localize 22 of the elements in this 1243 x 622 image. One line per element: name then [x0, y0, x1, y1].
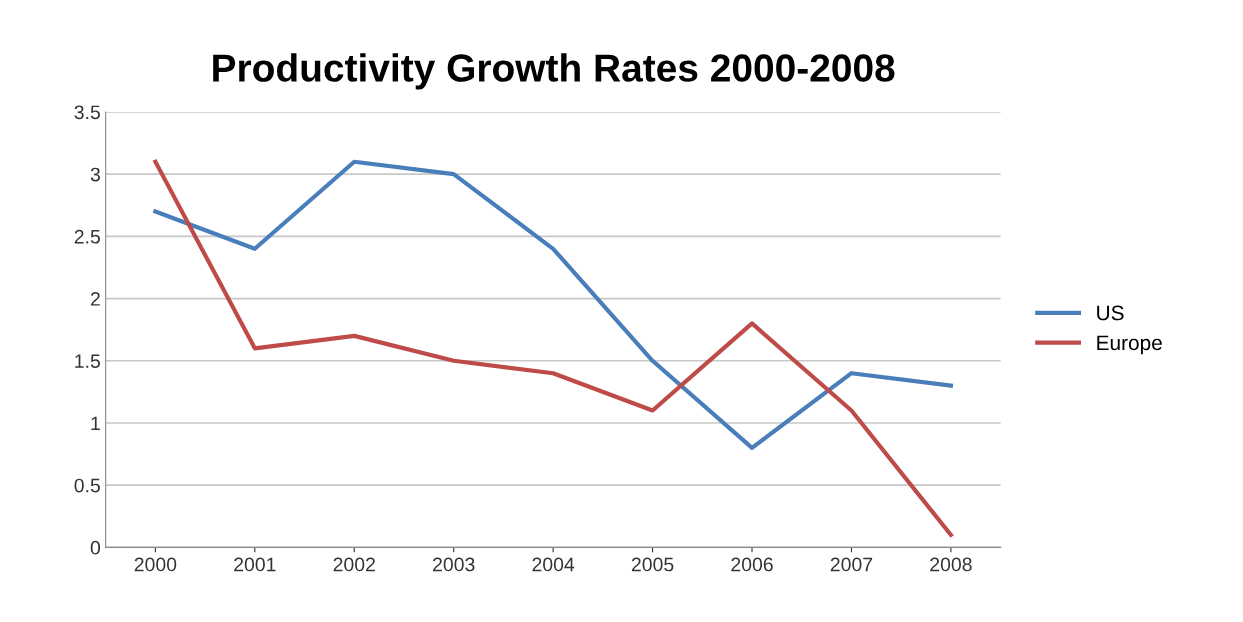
- y-tick-label: 1.5: [75, 354, 100, 368]
- y-tick-label: 2.5: [74, 229, 100, 244]
- line-series: [153, 159, 953, 450]
- y-tick-label: 0: [90, 540, 101, 555]
- x-tick-label: 2006: [731, 557, 773, 572]
- y-tick-label: 0.5: [74, 478, 100, 493]
- chart-title: Productivity Growth Rates 2000-2008: [213, 53, 895, 90]
- y-tick-label: 2: [90, 292, 100, 306]
- x-tick-label: 2005: [631, 557, 674, 572]
- y-tick-label: 1: [91, 416, 100, 431]
- x-tick-label: 2004: [532, 557, 575, 572]
- x-tick-label: 2001: [234, 557, 276, 572]
- x-tick-label: 2000: [134, 557, 177, 572]
- y-tick-label: 3.5: [74, 105, 100, 120]
- legend-label: US: [1097, 305, 1124, 321]
- x-tick-label: 2002: [333, 557, 375, 572]
- legend-label: Europe: [1097, 335, 1162, 355]
- x-tick-label: 2008: [930, 557, 972, 572]
- y-tick-label: 3: [90, 167, 100, 182]
- x-tick-label: 2003: [433, 557, 475, 572]
- line-series: [153, 159, 953, 538]
- x-tick-label: 2007: [830, 557, 873, 572]
